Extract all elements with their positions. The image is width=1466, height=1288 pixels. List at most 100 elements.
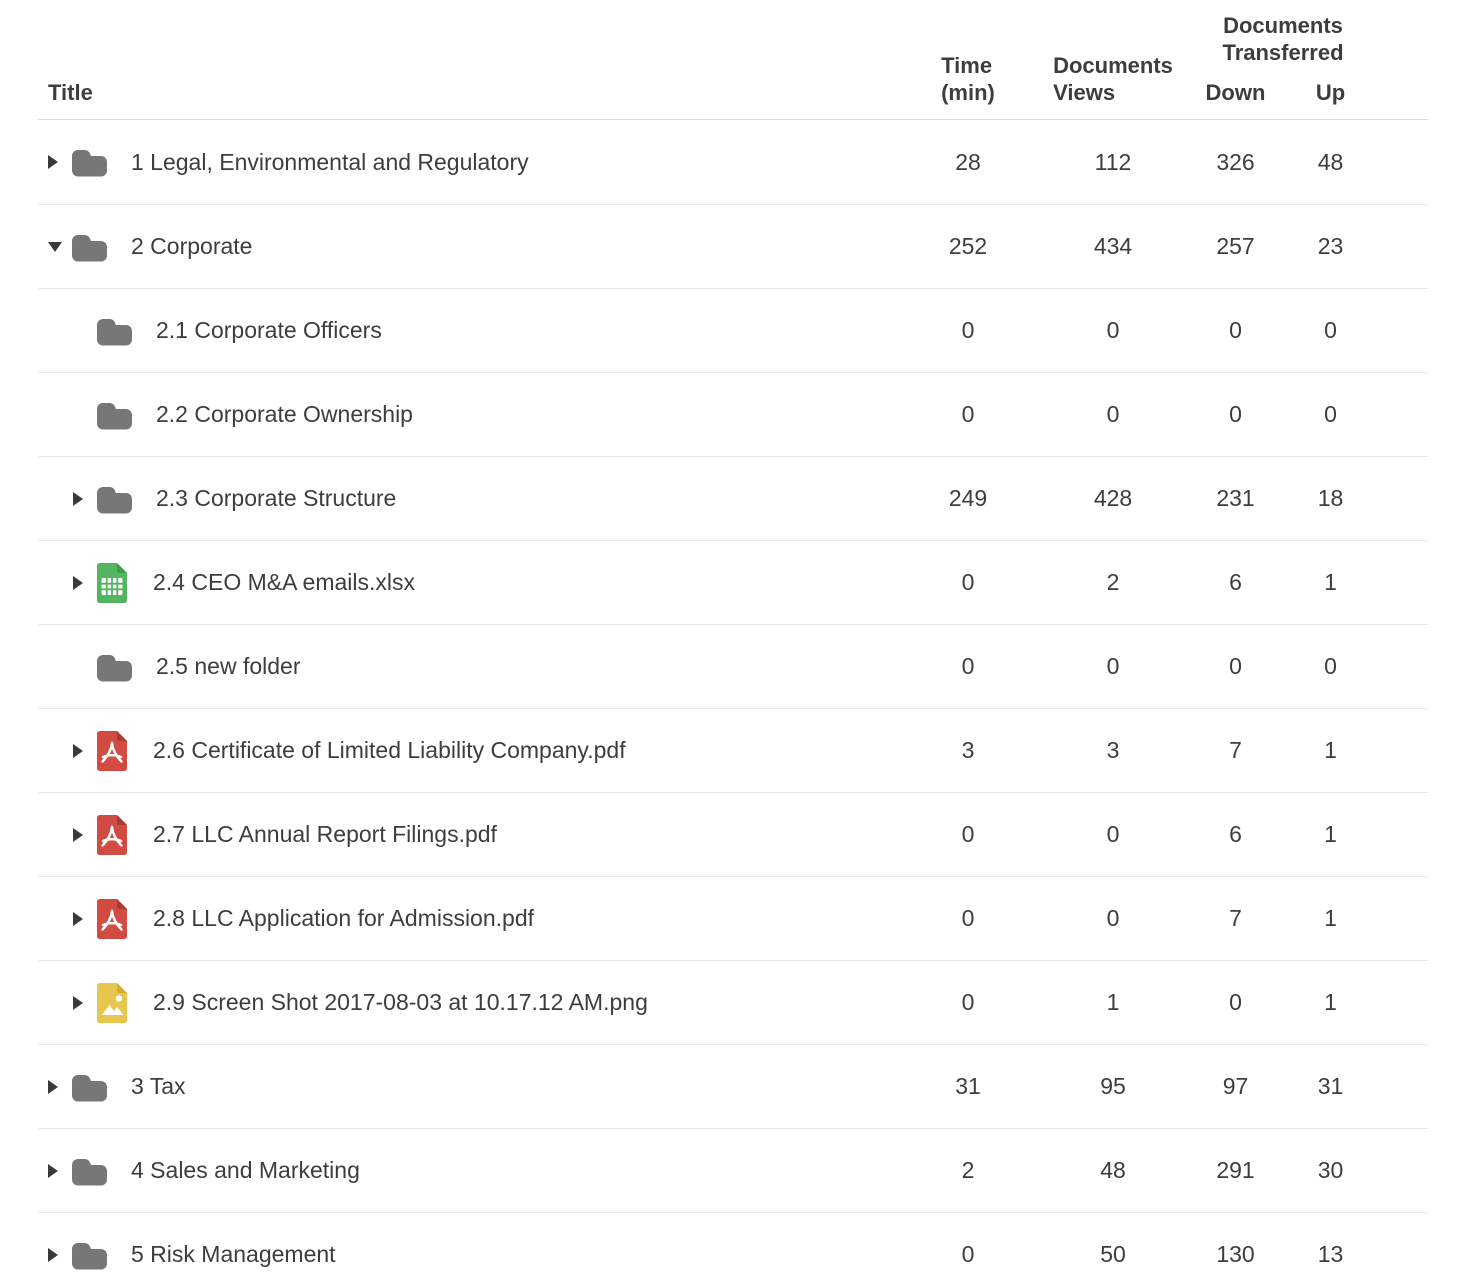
expand-caret-icon[interactable] <box>48 1247 58 1262</box>
transferred-up-cell: 1 <box>1324 989 1337 1015</box>
table-row: 3 Tax 31 95 97 31 <box>38 1044 1428 1128</box>
row-title-link[interactable]: 2.7 LLC Annual Report Filings.pdf <box>153 821 497 847</box>
time-min-cell: 252 <box>948 233 988 259</box>
expand-caret-icon[interactable] <box>48 155 58 169</box>
transferred-up-cell: 1 <box>1324 569 1337 595</box>
transferred-up-cell: 0 <box>1324 317 1337 343</box>
views-header-line2: Views <box>1053 80 1116 105</box>
table-row: 2.6 Certificate of Limited Liability Com… <box>38 708 1428 792</box>
expand-caret-icon[interactable] <box>73 911 83 926</box>
documents-views-cell: 3 <box>1106 737 1120 763</box>
transferred-header-line1: Documents <box>1223 13 1343 38</box>
documents-views-cell: 95 <box>1100 1073 1126 1099</box>
row-title-cell: 4 Sales and Marketing <box>38 1156 898 1186</box>
table-row: 2.8 LLC Application for Admission.pdf 0 … <box>38 876 1428 960</box>
table-body: 1 Legal, Environmental and Regulatory 28… <box>38 120 1428 1288</box>
documents-views-cell: 50 <box>1100 1241 1126 1267</box>
transferred-down-cell: 0 <box>1229 989 1242 1015</box>
table-row: 5 Risk Management 0 50 130 13 <box>38 1212 1428 1288</box>
row-title-link[interactable]: 2.6 Certificate of Limited Liability Com… <box>153 737 626 763</box>
row-title-link[interactable]: 4 Sales and Marketing <box>131 1157 360 1183</box>
row-title-cell: 2.2 Corporate Ownership <box>38 400 898 430</box>
caret-slot <box>48 1079 70 1094</box>
row-title-link[interactable]: 2.3 Corporate Structure <box>156 485 397 511</box>
folder-icon <box>95 484 132 514</box>
row-title-link[interactable]: 2.1 Corporate Officers <box>156 317 382 343</box>
transferred-up-cell: 30 <box>1317 1157 1344 1183</box>
expand-caret-icon[interactable] <box>48 1079 58 1094</box>
expand-caret-icon[interactable] <box>73 743 83 758</box>
row-title-cell: 3 Tax <box>38 1072 898 1102</box>
row-title-cell: 2 Corporate <box>38 232 898 262</box>
table-header-row: Title Time (min) Documents Views Documen… <box>38 0 1428 120</box>
folder-icon <box>95 316 132 346</box>
row-title-cell: 2.4 CEO M&A emails.xlsx <box>38 561 898 605</box>
transferred-up-cell: 1 <box>1324 737 1337 763</box>
title-header-label: Title <box>48 80 93 105</box>
row-title-link[interactable]: 2 Corporate <box>131 233 253 259</box>
documents-views-cell: 0 <box>1106 905 1120 931</box>
row-title-cell: 2.9 Screen Shot 2017-08-03 at 10.17.12 A… <box>38 981 898 1025</box>
caret-slot <box>48 241 70 252</box>
transferred-down-cell: 97 <box>1222 1073 1249 1099</box>
row-title-link[interactable]: 1 Legal, Environmental and Regulatory <box>131 148 529 175</box>
column-header-title: Title <box>38 0 898 119</box>
folder-icon <box>70 147 107 177</box>
table-row: 2 Corporate 252 434 257 23 <box>38 204 1428 288</box>
caret-slot <box>73 827 95 842</box>
time-min-cell: 3 <box>961 737 975 763</box>
time-header-line1: Time <box>941 53 993 78</box>
transferred-header-line2: Transferred <box>1222 40 1344 65</box>
time-header-line2: (min) <box>941 80 995 105</box>
table-row: 2.5 new folder 0 0 0 0 <box>38 624 1428 708</box>
transferred-down-cell: 257 <box>1216 233 1255 259</box>
row-title-link[interactable]: 2.9 Screen Shot 2017-08-03 at 10.17.12 A… <box>153 989 648 1015</box>
column-group-documents-transferred: Documents Transferred Down Up <box>1188 0 1378 119</box>
row-title-link[interactable]: 2.8 LLC Application for Admission.pdf <box>153 905 535 931</box>
time-min-cell: 0 <box>961 1241 975 1267</box>
row-title-cell: 2.6 Certificate of Limited Liability Com… <box>38 729 898 773</box>
column-header-documents-views: Documents Views <box>1038 0 1188 119</box>
row-title-cell: 2.3 Corporate Structure <box>38 484 898 514</box>
row-title-cell: 2.7 LLC Annual Report Filings.pdf <box>38 813 898 857</box>
expand-caret-icon[interactable] <box>48 1163 58 1178</box>
row-title-cell: 5 Risk Management <box>38 1240 898 1270</box>
collapse-caret-icon[interactable] <box>48 241 62 252</box>
table-row: 2.4 CEO M&A emails.xlsx 0 2 6 1 <box>38 540 1428 624</box>
transferred-down-cell: 6 <box>1229 569 1242 595</box>
time-min-cell: 0 <box>961 569 975 595</box>
caret-slot <box>48 1247 70 1262</box>
documents-views-cell: 2 <box>1106 569 1120 595</box>
expand-caret-icon[interactable] <box>73 995 83 1010</box>
time-min-cell: 0 <box>961 821 975 847</box>
row-title-cell: 2.1 Corporate Officers <box>38 316 898 346</box>
documents-views-cell: 434 <box>1093 233 1133 259</box>
expand-caret-icon[interactable] <box>73 827 83 842</box>
row-title-link[interactable]: 2.4 CEO M&A emails.xlsx <box>153 569 416 595</box>
folder-icon <box>70 1240 107 1270</box>
transferred-down-cell: 326 <box>1216 148 1255 175</box>
row-title-link[interactable]: 2.2 Corporate Ownership <box>156 401 413 427</box>
document-index-table: Title Time (min) Documents Views Documen… <box>38 0 1428 1288</box>
row-title-link[interactable]: 3 Tax <box>131 1073 186 1099</box>
folder-icon <box>95 652 132 682</box>
row-title-link[interactable]: 5 Risk Management <box>131 1241 336 1267</box>
caret-slot <box>73 743 95 758</box>
transferred-up-cell: 1 <box>1324 905 1337 931</box>
time-min-cell: 249 <box>948 485 988 511</box>
expand-caret-icon[interactable] <box>73 491 83 506</box>
folder-icon <box>70 1072 107 1102</box>
caret-slot <box>73 491 95 506</box>
documents-views-cell: 0 <box>1106 317 1120 343</box>
expand-caret-icon[interactable] <box>73 575 83 590</box>
transferred-down-cell: 7 <box>1229 905 1242 931</box>
row-title-link[interactable]: 2.5 new folder <box>156 653 301 679</box>
column-header-up: Up <box>1315 80 1346 105</box>
documents-views-cell: 0 <box>1106 653 1120 679</box>
table-row: 2.3 Corporate Structure 249 428 231 18 <box>38 456 1428 540</box>
table-row: 2.7 LLC Annual Report Filings.pdf 0 0 6 … <box>38 792 1428 876</box>
transferred-up-cell: 18 <box>1317 485 1344 511</box>
transferred-down-cell: 291 <box>1216 1157 1255 1183</box>
time-min-cell: 31 <box>955 1073 981 1099</box>
time-min-cell: 28 <box>955 148 981 175</box>
